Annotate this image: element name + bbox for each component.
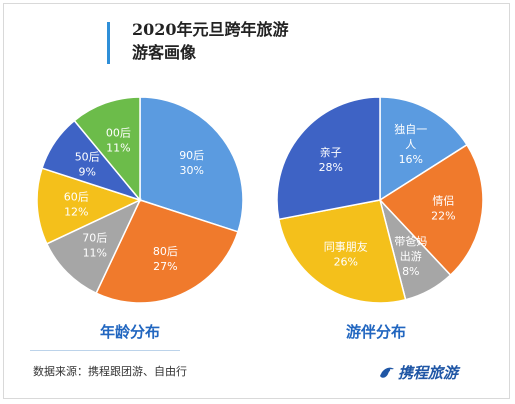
slice-percent: 9% <box>78 166 95 179</box>
pie-slice <box>378 143 484 277</box>
pie-slice <box>45 198 142 295</box>
pie-slice <box>73 96 141 203</box>
data-source: 数据来源：携程跟团游、自由行 <box>33 365 187 378</box>
title-line-2: 游客画像 <box>132 43 197 62</box>
companion-chart-caption: 游伴分布 <box>346 323 407 341</box>
pie-slice <box>276 96 381 221</box>
slice-percent: 26% <box>334 255 358 268</box>
slice-percent: 11% <box>106 141 130 154</box>
pie-slice <box>95 199 239 304</box>
slice-label: 独自一 <box>394 123 427 136</box>
ctrip-logo: 携程旅游 <box>378 362 458 383</box>
logo-text: 携程旅游 <box>398 364 459 382</box>
pie-slice <box>379 96 469 202</box>
pie-slice <box>139 96 244 233</box>
slice-label: 带爸妈 <box>394 234 427 248</box>
slice-percent: 30% <box>179 164 203 177</box>
slice-percent: 8% <box>402 265 419 278</box>
slice-label: 亲子 <box>320 145 342 159</box>
slice-label: 情侣 <box>432 194 454 208</box>
slice-label: 80后 <box>153 245 178 258</box>
ctrip-dolphin-icon <box>380 367 394 378</box>
slice-label: 90后 <box>179 149 204 162</box>
slice-label: 00后 <box>106 126 131 139</box>
footer-divider <box>30 350 180 351</box>
pie-slice <box>36 167 143 245</box>
pie-slice <box>277 199 407 304</box>
slice-percent: 16% <box>399 153 423 166</box>
slice-label: 同事朋友 <box>324 239 368 253</box>
slice-percent: 28% <box>319 161 343 174</box>
age-chart-caption: 年龄分布 <box>100 323 161 341</box>
slice-percent: 12% <box>64 206 88 219</box>
title-accent-bar <box>107 22 110 64</box>
slice-percent: 27% <box>153 260 177 273</box>
page-title: 2020年元旦跨年旅游 游客画像 <box>132 18 289 64</box>
slice-label: 人 <box>405 138 416 151</box>
infographic-frame <box>3 3 510 399</box>
slice-percent: 11% <box>83 247 107 260</box>
age-pie-chart: 90后 30% 80后 27% 70后 11% 60后 12% 50后 9% 00后 11% <box>36 96 244 304</box>
title-line-1: 2020年元旦跨年旅游 <box>132 20 289 39</box>
slice-label: 50后 <box>75 151 100 164</box>
slice-label: 出游 <box>400 249 422 263</box>
slice-percent: 22% <box>431 210 455 223</box>
slice-label: 70后 <box>82 232 107 245</box>
slice-label: 60后 <box>64 191 89 204</box>
